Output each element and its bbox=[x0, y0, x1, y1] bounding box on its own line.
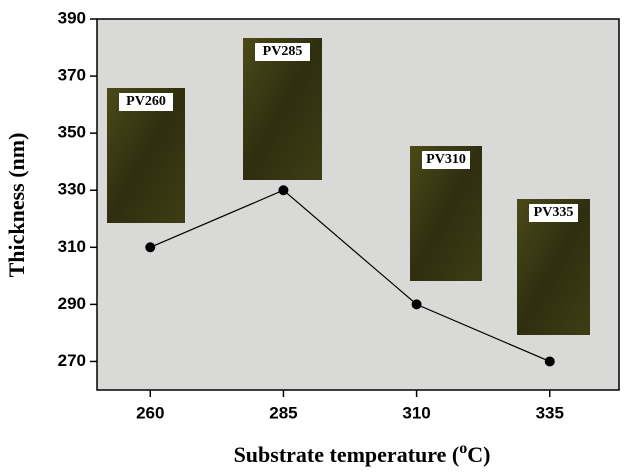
inset-label: PV260 bbox=[126, 94, 166, 109]
inset-label-box bbox=[119, 93, 173, 111]
inset-label: PV310 bbox=[426, 152, 466, 167]
data-line bbox=[150, 189, 550, 363]
y-tick-label: 310 bbox=[58, 237, 86, 256]
y-tick-label: 290 bbox=[58, 294, 86, 313]
inset-label-box bbox=[529, 204, 578, 222]
y-tick-label: 370 bbox=[58, 66, 86, 85]
inset-label: PV335 bbox=[534, 205, 574, 220]
data-point bbox=[145, 242, 156, 253]
inset-label: PV285 bbox=[263, 44, 303, 59]
inset-label-box bbox=[255, 43, 310, 61]
y-axis-title: Thickness (nm) bbox=[4, 133, 29, 278]
y-tick-label: 350 bbox=[58, 123, 86, 142]
x-tick-label: 260 bbox=[136, 403, 164, 422]
inset-label-box bbox=[422, 151, 470, 169]
x-tick-label: 335 bbox=[536, 403, 564, 422]
x-axis-title: Substrate temperature (oC) bbox=[234, 440, 491, 467]
x-axis-title-suffix: C) bbox=[467, 442, 490, 467]
insets: PV260 PV285 PV310 PV335 bbox=[107, 38, 590, 335]
x-tick-label: 285 bbox=[269, 403, 297, 422]
y-tick-label: 270 bbox=[58, 351, 86, 370]
x-tick-label: 310 bbox=[402, 403, 430, 422]
x-axis-title-sup: o bbox=[459, 440, 467, 457]
data-point bbox=[544, 356, 555, 367]
y-tick-label: 330 bbox=[58, 180, 86, 199]
data-point bbox=[278, 185, 289, 196]
x-axis-title-text: Substrate temperature ( bbox=[234, 442, 460, 467]
data-point bbox=[411, 299, 422, 310]
inset-image bbox=[243, 38, 322, 180]
y-tick-label: 390 bbox=[58, 8, 86, 27]
